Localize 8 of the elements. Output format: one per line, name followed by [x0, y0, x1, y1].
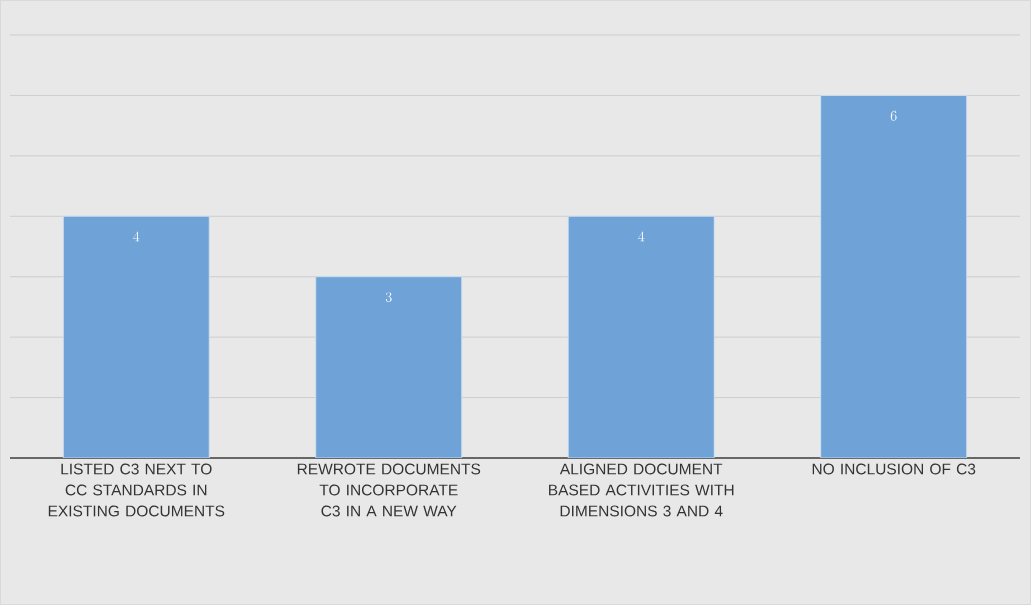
x-tick-label: ALIGNED DOCUMENT BASED ACTIVITIES WITH DIMENSIONS 3 AND 4	[549, 463, 734, 517]
data-label: 4	[638, 231, 645, 242]
x-tick-label: REWROTE DOCUMENTS TO INCORPORATE C3 IN A NEW WAY	[297, 463, 481, 517]
data-label: 4	[133, 231, 140, 242]
x-tick-label: LISTED C3 NEXT TO CC STANDARDS IN EXISTING DOCUMENTS	[48, 463, 225, 517]
x-tick-label: NO INCLUSION OF C3	[812, 463, 976, 475]
data-label: 6	[890, 110, 897, 121]
data-label: 3	[385, 292, 392, 303]
